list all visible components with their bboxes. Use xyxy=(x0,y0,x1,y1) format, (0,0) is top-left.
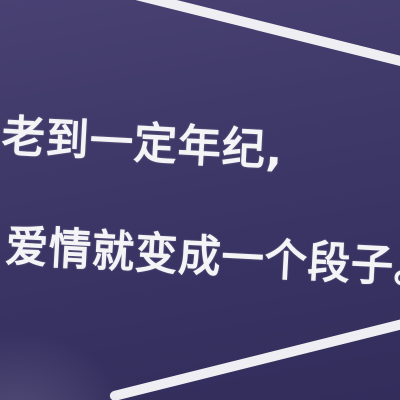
corner-reflection xyxy=(0,330,130,400)
